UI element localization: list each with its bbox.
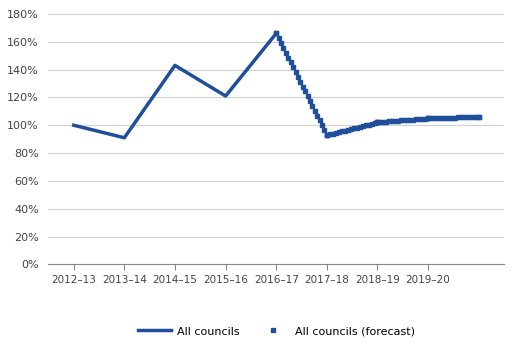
Legend: All councils, All councils (forecast): All councils, All councils (forecast) bbox=[133, 322, 419, 339]
